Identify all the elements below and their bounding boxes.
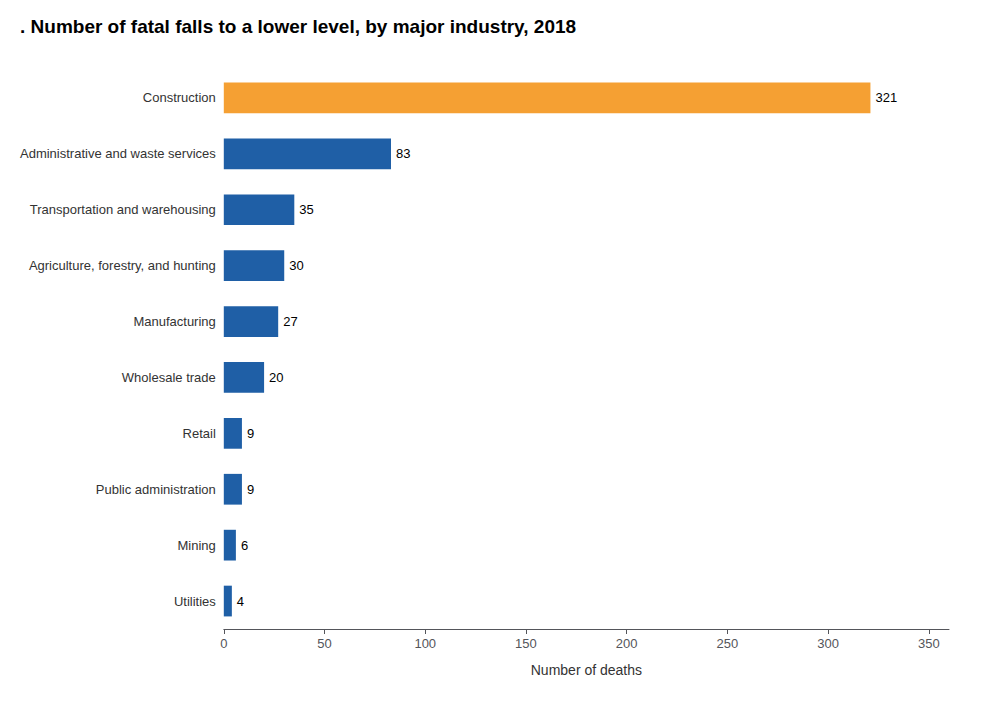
svg-text:Agriculture, forestry, and hun: Agriculture, forestry, and hunting	[29, 258, 216, 273]
svg-text:35: 35	[299, 202, 313, 217]
svg-text:Number of deaths: Number of deaths	[531, 662, 642, 678]
svg-text:300: 300	[817, 636, 839, 651]
svg-text:Manufacturing: Manufacturing	[133, 314, 215, 329]
svg-text:Retail: Retail	[183, 426, 216, 441]
svg-text:350: 350	[918, 636, 940, 651]
svg-text:Mining: Mining	[178, 538, 216, 553]
svg-text:Public administration: Public administration	[96, 482, 216, 497]
svg-text:100: 100	[414, 636, 436, 651]
svg-text:Utilities: Utilities	[174, 594, 216, 609]
svg-text:9: 9	[247, 482, 254, 497]
svg-text:6: 6	[241, 538, 248, 553]
svg-text:9: 9	[247, 426, 254, 441]
svg-text:20: 20	[269, 370, 283, 385]
svg-text:0: 0	[220, 636, 227, 651]
svg-text:Wholesale trade: Wholesale trade	[122, 370, 216, 385]
svg-text:321: 321	[875, 90, 897, 105]
svg-text:Administrative and waste servi: Administrative and waste services	[20, 146, 216, 161]
svg-text:. Number of fatal falls to a l: . Number of fatal falls to a lower level…	[20, 16, 576, 37]
svg-text:30: 30	[289, 258, 303, 273]
svg-text:Transportation and warehousing: Transportation and warehousing	[30, 202, 216, 217]
svg-text:83: 83	[396, 146, 410, 161]
svg-text:250: 250	[717, 636, 739, 651]
svg-text:Construction: Construction	[143, 90, 216, 105]
svg-text:150: 150	[515, 636, 537, 651]
svg-text:200: 200	[616, 636, 638, 651]
svg-text:4: 4	[237, 594, 244, 609]
svg-text:50: 50	[317, 636, 331, 651]
svg-text:27: 27	[283, 314, 297, 329]
